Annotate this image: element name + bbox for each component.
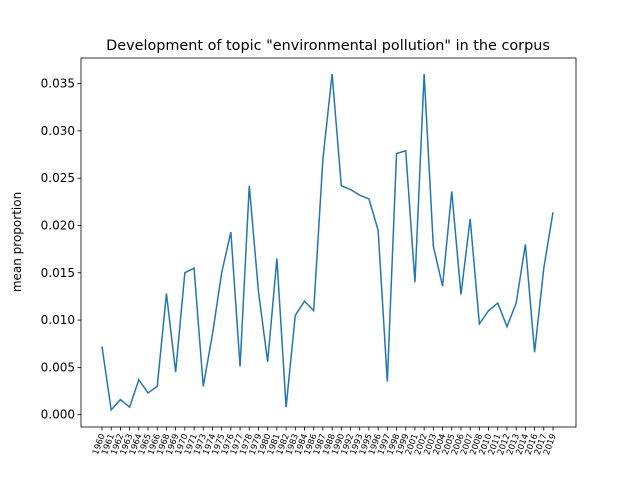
y-tick-label: 0.035 — [41, 77, 75, 91]
plot-frame — [80, 57, 577, 428]
y-tick-label: 0.000 — [41, 408, 75, 422]
y-tick-label: 0.010 — [41, 313, 75, 327]
y-tick-label: 0.025 — [41, 171, 75, 185]
y-tick-label: 0.020 — [41, 218, 75, 232]
y-axis-label: mean proportion — [10, 192, 24, 292]
line-series — [101, 74, 554, 412]
y-tick-label: 0.015 — [41, 266, 75, 280]
y-tick-label: 0.030 — [41, 124, 75, 138]
chart-title: Development of topic "environmental poll… — [106, 38, 550, 54]
y-tick-label: 0.005 — [41, 360, 75, 374]
